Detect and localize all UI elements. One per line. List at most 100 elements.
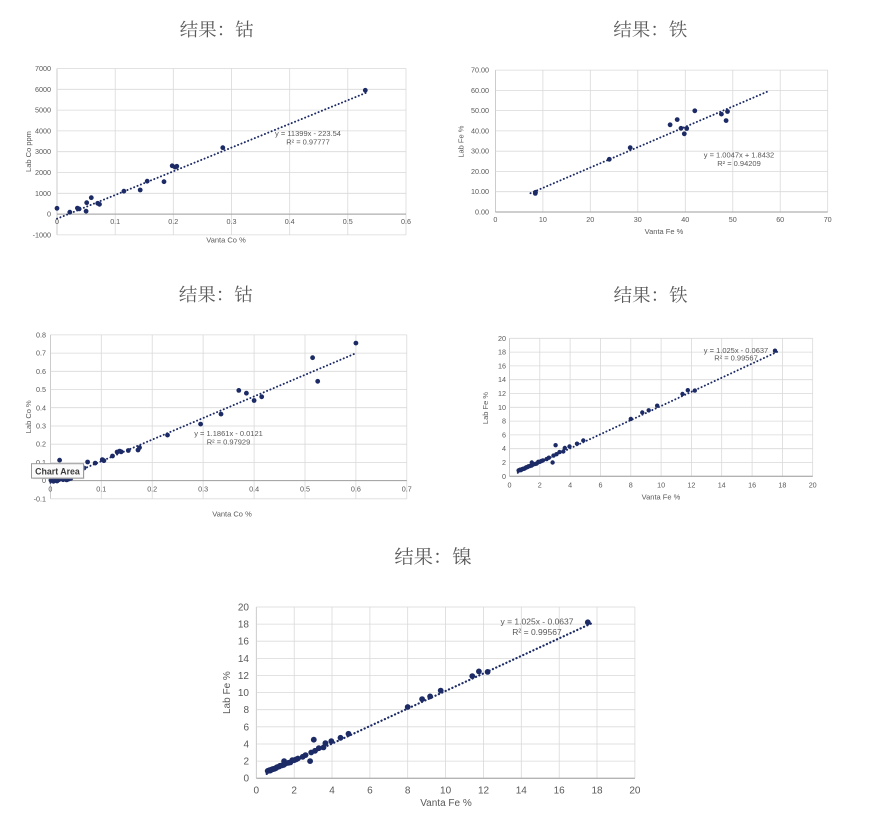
svg-text:0.7: 0.7 [402, 484, 412, 493]
svg-text:y = 1.025x - 0.0637: y = 1.025x - 0.0637 [704, 346, 768, 355]
svg-text:18: 18 [498, 348, 506, 357]
svg-text:Vanta Fe %: Vanta Fe % [420, 798, 472, 809]
svg-text:18: 18 [591, 785, 603, 796]
svg-text:20: 20 [629, 785, 641, 796]
svg-text:2000: 2000 [35, 168, 51, 177]
svg-text:-0.1: -0.1 [34, 494, 46, 503]
svg-text:6: 6 [599, 480, 603, 489]
svg-text:R² = 0.97777: R² = 0.97777 [286, 138, 330, 147]
svg-text:6: 6 [502, 430, 506, 439]
svg-text:0.7: 0.7 [36, 349, 46, 358]
svg-text:30: 30 [634, 215, 642, 224]
svg-text:0.3: 0.3 [227, 217, 237, 226]
svg-text:8: 8 [405, 785, 411, 796]
svg-text:Lab Fe %: Lab Fe % [457, 125, 466, 157]
svg-text:2: 2 [291, 785, 297, 796]
svg-text:0: 0 [48, 484, 52, 493]
svg-text:30.00: 30.00 [471, 147, 489, 156]
svg-text:Chart Area: Chart Area [35, 466, 80, 476]
svg-text:40.00: 40.00 [471, 126, 489, 135]
svg-text:Lab Fe %: Lab Fe % [222, 671, 233, 714]
svg-text:Vanta Co %: Vanta Co % [206, 236, 246, 245]
svg-text:0.6: 0.6 [351, 484, 361, 493]
svg-text:4: 4 [243, 740, 249, 751]
svg-text:0.2: 0.2 [168, 217, 178, 226]
svg-text:8: 8 [502, 417, 506, 426]
svg-text:20: 20 [238, 603, 250, 614]
svg-text:10: 10 [498, 403, 506, 412]
svg-text:0: 0 [254, 785, 260, 796]
svg-text:20: 20 [586, 215, 594, 224]
svg-text:0.5: 0.5 [36, 385, 46, 394]
svg-text:0.2: 0.2 [147, 484, 157, 493]
svg-text:16: 16 [498, 361, 506, 370]
svg-text:8: 8 [243, 705, 249, 716]
svg-text:10: 10 [238, 688, 250, 699]
svg-text:3000: 3000 [35, 147, 51, 156]
svg-text:12: 12 [478, 785, 490, 796]
svg-text:10: 10 [657, 480, 665, 489]
svg-text:5000: 5000 [35, 106, 51, 115]
svg-text:0: 0 [243, 774, 249, 785]
svg-text:0.1: 0.1 [96, 484, 106, 493]
svg-text:10: 10 [539, 215, 547, 224]
svg-text:6000: 6000 [35, 85, 51, 94]
svg-text:4000: 4000 [35, 126, 51, 135]
svg-text:0: 0 [508, 480, 512, 489]
svg-text:y = 11399x - 223.54: y = 11399x - 223.54 [275, 129, 341, 138]
svg-text:0: 0 [55, 217, 59, 226]
svg-text:60: 60 [776, 215, 784, 224]
svg-text:0.00: 0.00 [475, 208, 489, 217]
svg-text:0.2: 0.2 [36, 440, 46, 449]
svg-text:14: 14 [516, 785, 528, 796]
svg-text:y = 1.1861x - 0.0121: y = 1.1861x - 0.0121 [194, 429, 263, 438]
svg-text:6: 6 [367, 785, 373, 796]
svg-text:-1000: -1000 [33, 230, 51, 239]
svg-text:6: 6 [243, 722, 249, 733]
svg-text:0.6: 0.6 [401, 217, 411, 226]
svg-text:0.1: 0.1 [36, 458, 46, 467]
svg-text:16: 16 [238, 637, 250, 648]
svg-text:18: 18 [238, 620, 250, 631]
svg-text:50: 50 [729, 215, 737, 224]
svg-text:14: 14 [498, 375, 506, 384]
svg-text:y = 1.025x - 0.0637: y = 1.025x - 0.0637 [500, 617, 573, 627]
svg-text:10.00: 10.00 [471, 187, 489, 196]
svg-text:20: 20 [809, 480, 817, 489]
svg-text:60.00: 60.00 [471, 86, 489, 95]
svg-text:0.1: 0.1 [110, 217, 120, 226]
svg-text:0: 0 [493, 215, 497, 224]
svg-text:18: 18 [778, 480, 786, 489]
svg-text:4: 4 [329, 785, 335, 796]
svg-text:0.4: 0.4 [285, 217, 295, 226]
svg-text:0.5: 0.5 [300, 484, 310, 493]
svg-text:8: 8 [629, 480, 633, 489]
svg-text:2: 2 [538, 480, 542, 489]
svg-text:R² = 0.99567: R² = 0.99567 [714, 353, 758, 362]
svg-text:Vanta Fe %: Vanta Fe % [642, 493, 681, 502]
svg-text:12: 12 [687, 480, 695, 489]
svg-text:0.4: 0.4 [249, 484, 259, 493]
svg-text:R² = 0.94209: R² = 0.94209 [717, 159, 761, 168]
svg-text:0: 0 [42, 476, 46, 485]
svg-text:Lab Co ppm: Lab Co ppm [24, 131, 33, 172]
svg-text:16: 16 [554, 785, 566, 796]
svg-text:4: 4 [502, 444, 506, 453]
svg-text:0.6: 0.6 [36, 367, 46, 376]
svg-text:Vanta Co %: Vanta Co % [212, 510, 252, 519]
svg-text:Vanta Fe %: Vanta Fe % [645, 227, 684, 236]
svg-text:1000: 1000 [35, 189, 51, 198]
svg-text:7000: 7000 [35, 64, 51, 73]
svg-text:0.3: 0.3 [36, 422, 46, 431]
svg-text:4: 4 [568, 480, 572, 489]
svg-text:0: 0 [47, 210, 51, 219]
svg-text:20: 20 [498, 334, 506, 343]
svg-text:70: 70 [824, 215, 832, 224]
svg-text:0.8: 0.8 [36, 330, 46, 339]
svg-text:10: 10 [440, 785, 452, 796]
svg-text:14: 14 [718, 480, 726, 489]
svg-text:0: 0 [502, 472, 506, 481]
svg-text:y = 1.0047x + 1.8432: y = 1.0047x + 1.8432 [704, 151, 774, 160]
svg-text:R² = 0.99567: R² = 0.99567 [512, 627, 562, 637]
svg-text:70.00: 70.00 [471, 66, 489, 75]
